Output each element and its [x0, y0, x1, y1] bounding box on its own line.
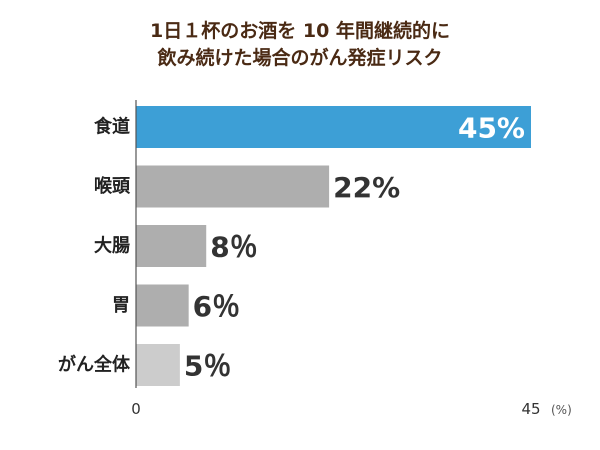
category-label-2: 喉頭 — [94, 175, 131, 197]
x-unit-label: (%) — [551, 403, 572, 417]
chart-title-line-2: 飲み続けた場合のがん発症リスク — [157, 47, 443, 69]
x-tick-label-2: 45 — [521, 400, 540, 418]
bar-3 — [136, 225, 207, 267]
category-label-5: がん全体 — [58, 354, 131, 376]
chart-title-line-1: 1日１杯のお酒を 10 年間継続的に — [150, 20, 450, 42]
bar-2 — [136, 165, 330, 208]
value-label-5: 5％ — [184, 350, 231, 383]
category-label-1: 食道 — [93, 116, 130, 138]
category-label-4: 胃 — [112, 295, 130, 316]
bar-4 — [136, 284, 189, 327]
value-label-4: 6％ — [193, 290, 240, 323]
value-label-3: 8％ — [210, 231, 257, 264]
chart-title: 1日１杯のお酒を 10 年間継続的に 飲み続けた場合のがん発症リスク — [0, 18, 600, 72]
bar-1 — [136, 106, 531, 148]
category-label-3: 大腸 — [94, 235, 130, 257]
value-label-2: 22% — [333, 171, 400, 204]
bar-5 — [136, 344, 180, 386]
x-tick-label-1: 0 — [131, 400, 141, 418]
value-label-1: 45% — [458, 112, 525, 145]
